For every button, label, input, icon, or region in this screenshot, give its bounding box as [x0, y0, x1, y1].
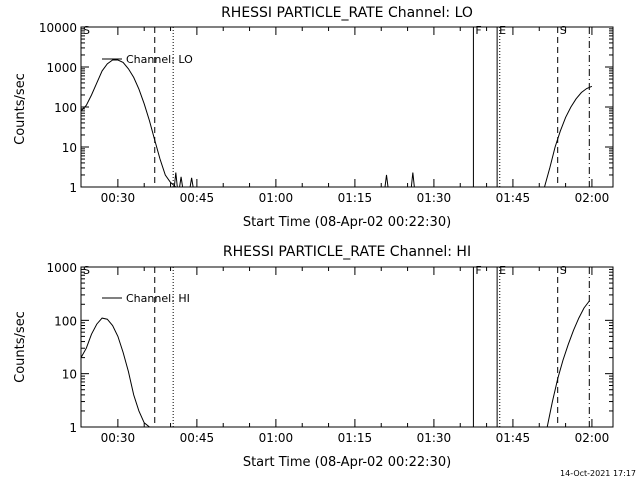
series-spike [384, 174, 389, 188]
y-tick-label: 10 [62, 368, 77, 382]
y-tick-label: 100 [54, 101, 77, 115]
y-tick-label: 1000 [46, 261, 77, 275]
event-marker-label: S [560, 264, 567, 277]
series-line [544, 85, 593, 188]
x-tick-label: 00:30 [101, 431, 136, 445]
x-axis-label: Start Time (08-Apr-02 00:22:30) [243, 455, 451, 470]
x-tick-label: 01:45 [496, 191, 531, 205]
y-tick-label: 10000 [39, 21, 77, 35]
legend-entry: Channel: HI [126, 292, 190, 305]
series-spike [173, 172, 178, 188]
x-tick-label: 00:30 [101, 191, 136, 205]
series-line [546, 300, 590, 428]
series-spike [189, 177, 194, 188]
panel-hi: RHESSI PARTICLE_RATE Channel: HI Start T… [13, 244, 614, 470]
y-tick-label: 100 [54, 314, 77, 328]
x-tick-label: 02:00 [575, 191, 610, 205]
x-tick-label: 01:00 [259, 191, 294, 205]
series-spike [410, 172, 415, 188]
series-line [80, 317, 150, 428]
x-tick-label: 01:15 [338, 191, 373, 205]
x-tick-label: 01:30 [417, 431, 452, 445]
plot-frame [80, 266, 614, 428]
x-tick-label: 01:30 [417, 191, 452, 205]
event-marker-label: S [83, 24, 90, 37]
y-tick-label: 10 [62, 141, 77, 155]
event-marker-label: S [83, 264, 90, 277]
x-tick-label: 01:15 [338, 431, 373, 445]
series-spike [179, 176, 184, 188]
event-marker-label: F [475, 264, 481, 277]
legend-entry: Channel: LO [126, 53, 193, 66]
x-tick-label: 00:45 [180, 431, 215, 445]
x-tick-label: 00:45 [180, 191, 215, 205]
x-tick-label: 02:00 [575, 431, 610, 445]
panel-lo: RHESSI PARTICLE_RATE Channel: LO Start T… [13, 5, 614, 230]
event-marker-label: S [560, 24, 567, 37]
y-tick-label: 1 [69, 181, 77, 195]
footer-timestamp: 14-Oct-2021 17:17 [560, 469, 636, 478]
chart-title: RHESSI PARTICLE_RATE Channel: LO [221, 5, 473, 21]
y-axis-label: Counts/sec [13, 311, 28, 383]
series-line [80, 59, 177, 188]
x-tick-label: 01:45 [496, 431, 531, 445]
x-axis-label: Start Time (08-Apr-02 00:22:30) [243, 215, 451, 230]
y-tick-label: 1000 [46, 61, 77, 75]
chart-title: RHESSI PARTICLE_RATE Channel: HI [223, 244, 471, 260]
event-marker-label: F [475, 24, 481, 37]
y-tick-label: 1 [69, 421, 77, 435]
y-axis-label: Counts/sec [13, 73, 28, 145]
event-marker-label: E [499, 264, 506, 277]
event-marker-label: E [499, 24, 506, 37]
x-tick-label: 01:00 [259, 431, 294, 445]
